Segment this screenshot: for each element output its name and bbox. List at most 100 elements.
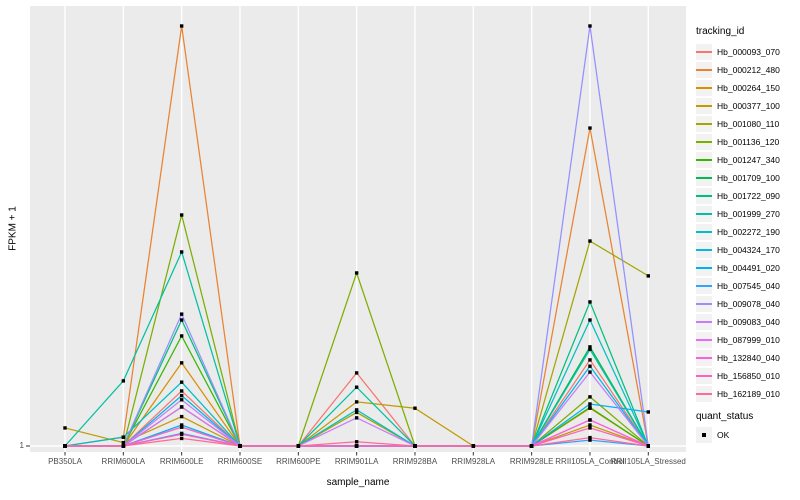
legend-key-box — [696, 386, 712, 402]
data-point — [179, 398, 184, 402]
legend-entry-Hb_001136_120: Hb_001136_120 — [696, 133, 800, 151]
legend-entry-label: Hb_001247_340 — [717, 155, 780, 165]
legend-entry-label: Hb_000212_480 — [717, 65, 780, 75]
legend-line-swatch-icon — [696, 87, 712, 89]
data-point — [179, 432, 184, 436]
data-point — [413, 444, 417, 448]
data-point — [588, 438, 592, 442]
legend-entry-label: OK — [717, 430, 730, 440]
data-point — [588, 345, 592, 349]
data-point — [588, 405, 592, 410]
legend-entry-Hb_001247_340: Hb_001247_340 — [696, 151, 800, 169]
legend-key-box — [696, 134, 712, 150]
data-point — [588, 300, 592, 304]
legend-entry-label: Hb_162189_010 — [717, 389, 780, 399]
legend-entry-Hb_000212_480: Hb_000212_480 — [696, 61, 800, 79]
legend: tracking_id Hb_000093_070 Hb_000212_480 Hb… — [696, 26, 800, 444]
legend-line-swatch-icon — [696, 267, 712, 269]
legend-line-swatch-icon — [696, 213, 712, 215]
legend-entry-label: Hb_000377_100 — [717, 101, 780, 111]
legend-key-box — [696, 224, 712, 240]
data-point — [354, 416, 359, 420]
x-tick-label-RRIM928LA: RRIM928LA — [451, 457, 496, 466]
ok-square-point-icon — [701, 432, 707, 438]
data-point — [471, 444, 476, 448]
x-axis-title: sample_name — [326, 477, 390, 488]
legend-entry-label: Hb_004491_020 — [717, 263, 780, 273]
data-point — [588, 402, 592, 406]
data-point — [588, 426, 592, 430]
legend-key-box — [696, 170, 712, 186]
data-point — [296, 444, 301, 448]
legend-key-box — [696, 260, 712, 276]
data-point — [413, 406, 417, 410]
legend-entry-Hb_009078_040: Hb_009078_040 — [696, 295, 800, 313]
legend-key-box — [696, 206, 712, 222]
legend-key-box — [696, 242, 712, 258]
legend-line-swatch-icon — [696, 375, 712, 377]
data-point — [179, 312, 184, 316]
data-point — [179, 389, 184, 393]
data-point — [354, 400, 359, 404]
data-point — [354, 444, 359, 448]
legend-key-box — [696, 80, 712, 96]
legend-key-box — [696, 188, 712, 204]
legend-key-box — [696, 116, 712, 132]
data-point — [179, 24, 184, 28]
data-point — [646, 410, 650, 414]
data-point — [238, 444, 242, 448]
legend-key-box — [696, 314, 712, 330]
data-point — [354, 371, 359, 375]
legend-entry-label: Hb_000264_150 — [717, 83, 780, 93]
data-point — [588, 24, 592, 28]
x-tick-label-RRIM901LA: RRIM901LA — [334, 457, 379, 466]
data-point — [588, 126, 592, 130]
legend-entry-label: Hb_001999_270 — [717, 209, 780, 219]
legend-line-swatch-icon — [696, 357, 712, 359]
legend-key-box — [696, 332, 712, 348]
legend-entry-Hb_087999_010: Hb_087999_010 — [696, 331, 800, 349]
legend-title-quant-status: quant_status — [696, 411, 754, 422]
legend-line-swatch-icon — [696, 123, 712, 125]
x-tick-label-RRIM928BA: RRIM928BA — [392, 457, 438, 466]
legend-key-box — [696, 152, 712, 168]
data-point — [179, 318, 184, 322]
legend-entry-label: Hb_156850_010 — [717, 371, 780, 381]
x-tick-label-RRII105LA_Control: RRII105LA_Control — [555, 457, 625, 466]
legend-entry-Hb_002272_190: Hb_002272_190 — [696, 223, 800, 241]
legend-entry-Hb_001080_110: Hb_001080_110 — [696, 115, 800, 133]
data-point — [179, 250, 184, 254]
legend-entry-label: Hb_001136_120 — [717, 137, 780, 147]
x-tick-label-RRIM600LE: RRIM600LE — [159, 457, 204, 466]
legend-line-swatch-icon — [696, 321, 712, 323]
data-point — [179, 361, 184, 365]
data-point — [179, 423, 184, 427]
data-point — [121, 379, 126, 383]
legend-key-box — [696, 296, 712, 312]
data-point — [354, 271, 359, 275]
legend-entry-Hb_156850_010: Hb_156850_010 — [696, 367, 800, 385]
data-point — [354, 385, 359, 389]
legend-entry-label: Hb_009083_040 — [717, 317, 780, 327]
x-tick-label-RRIM928LE: RRIM928LE — [509, 457, 554, 466]
legend-entries-tracking-id: Hb_000093_070 Hb_000212_480 Hb_000264_150 H… — [696, 43, 800, 403]
x-tick-label-RRII105LA_Stressed: RRII105LA_Stressed — [610, 457, 686, 466]
data-point — [588, 435, 592, 440]
data-point — [354, 410, 359, 415]
data-point — [588, 347, 592, 352]
legend-entry-label: Hb_000093_070 — [717, 47, 780, 57]
legend-key-box — [696, 278, 712, 294]
legend-entry-label: Hb_087999_010 — [717, 335, 780, 345]
panel-background — [30, 6, 686, 452]
data-point — [588, 239, 592, 243]
legend-key-box — [696, 98, 712, 114]
data-point — [179, 334, 184, 338]
legend-entry-Hb_004491_020: Hb_004491_020 — [696, 259, 800, 277]
data-point — [179, 405, 184, 409]
data-point — [354, 408, 359, 412]
legend-line-swatch-icon — [696, 393, 712, 395]
data-point — [646, 444, 650, 448]
legend-entry-label: Hb_001709_100 — [717, 173, 780, 183]
legend-entry-Hb_009083_040: Hb_009083_040 — [696, 313, 800, 331]
